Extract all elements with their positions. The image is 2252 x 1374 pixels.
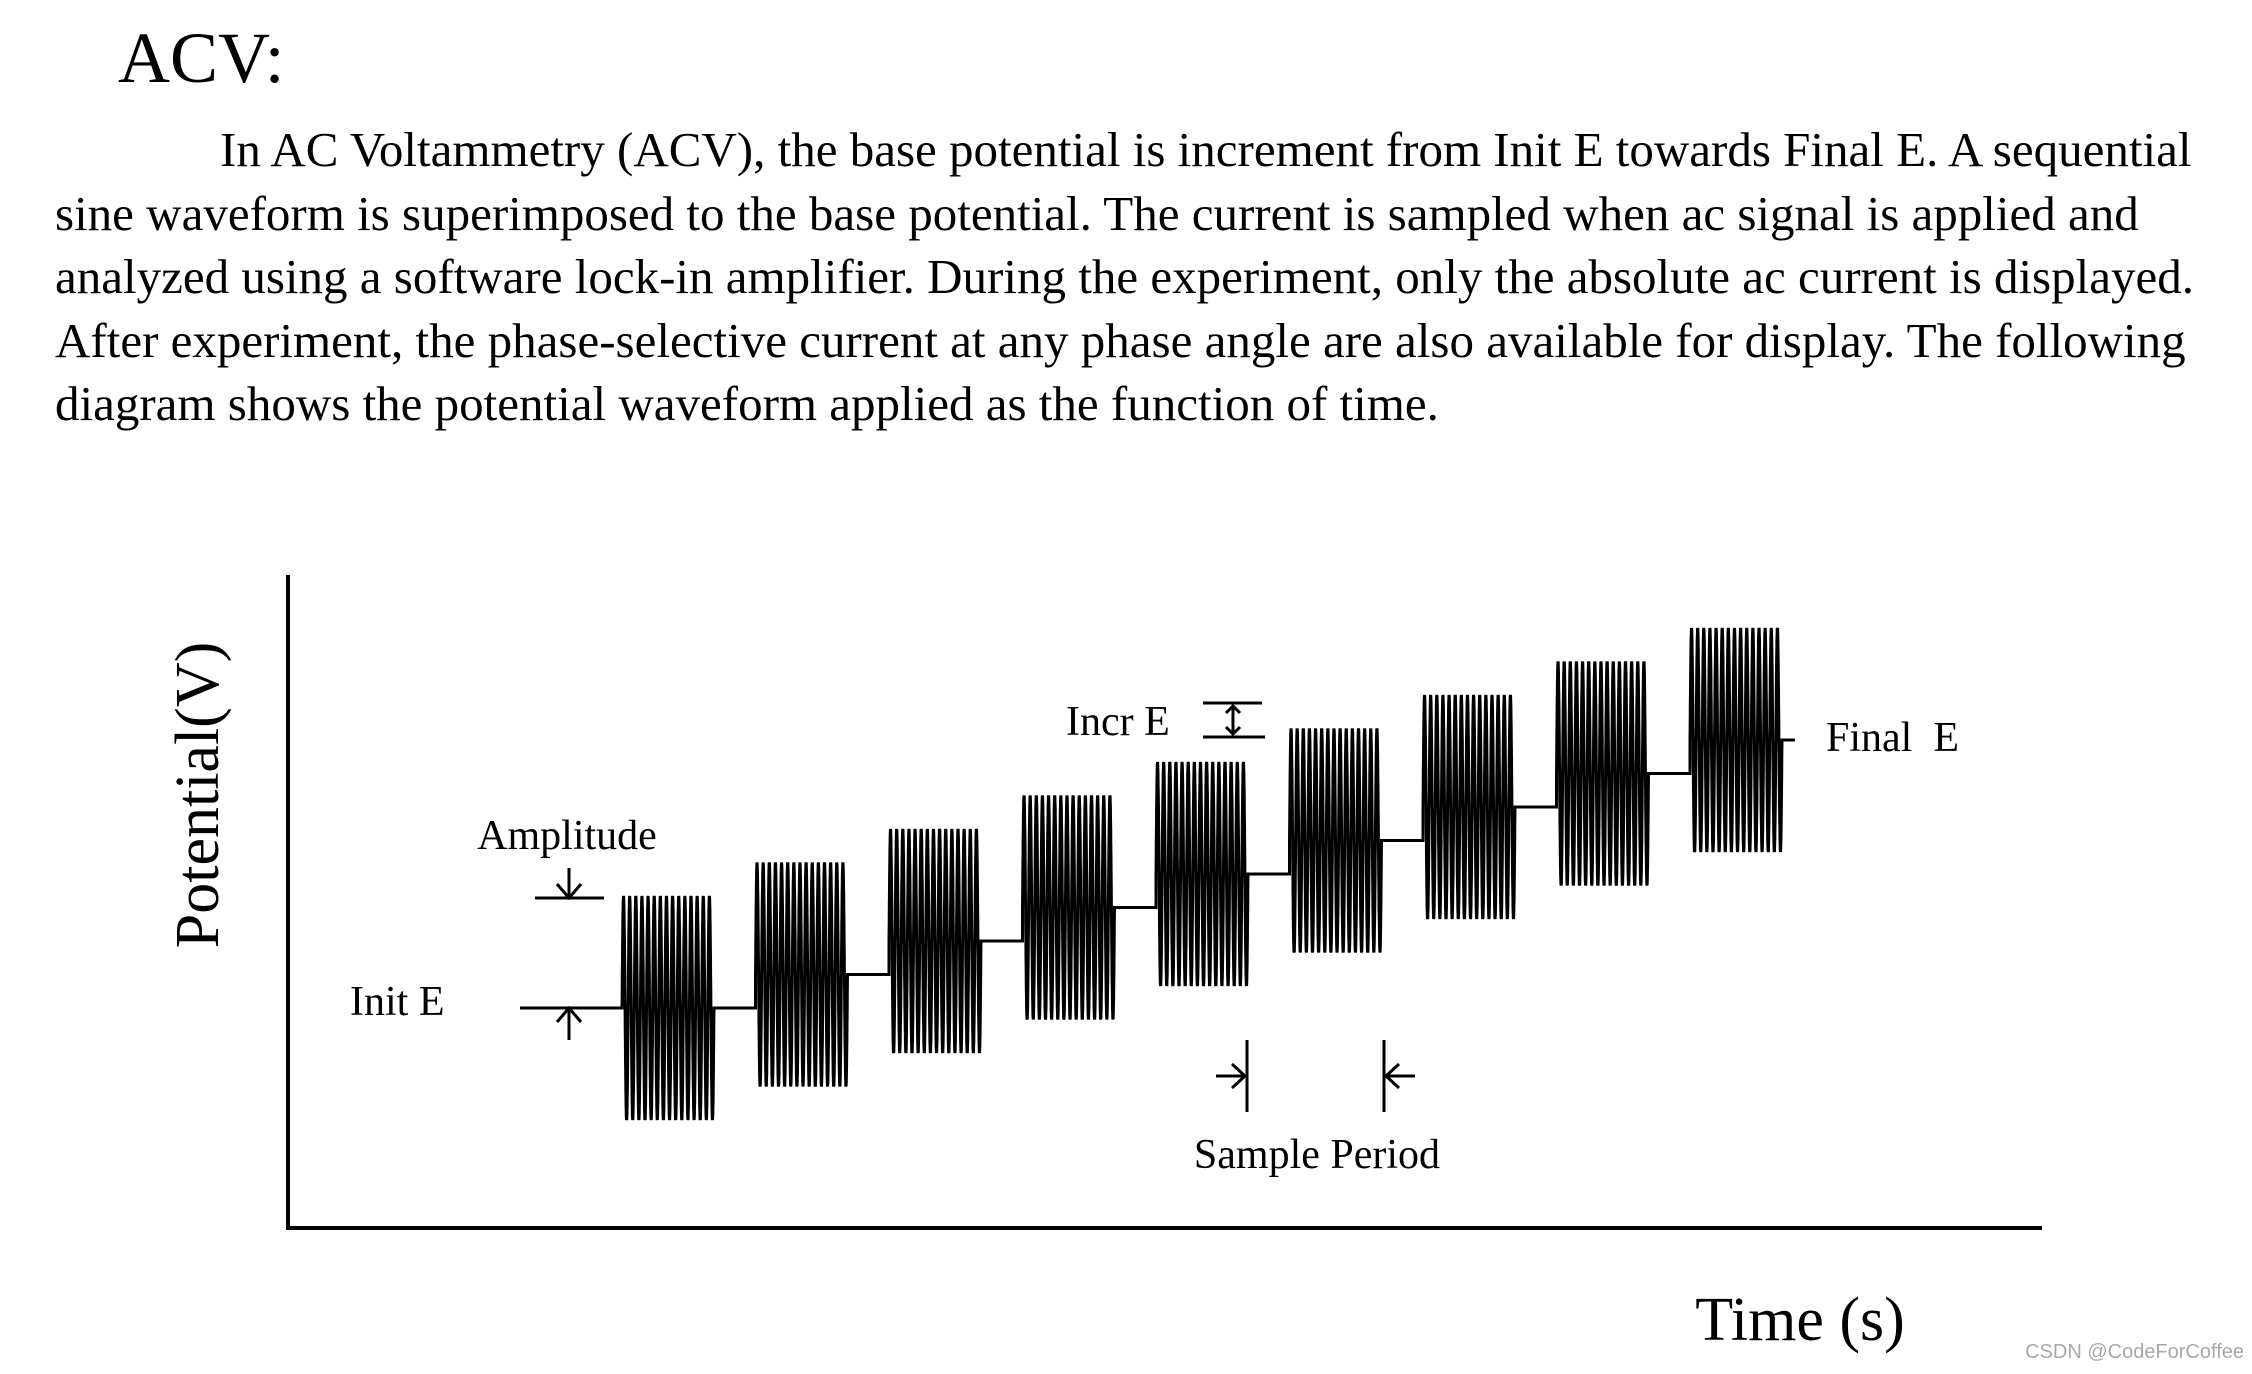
sample-period-label: Sample Period: [1194, 1132, 1440, 1178]
incr-e-arrow-icon: [1203, 701, 1265, 739]
init-e-label: Init E: [350, 979, 444, 1025]
final-e-label: Final E: [1826, 715, 1959, 761]
watermark: CSDN @CodeForCoffee: [2025, 1341, 2244, 1363]
incr-e-label: Incr E: [1066, 699, 1170, 745]
potential-waveform: [520, 627, 1795, 1121]
sample-period-arrows-icon: [1216, 1040, 1415, 1112]
waveform-path: [520, 627, 1795, 1121]
init-e-arrow-icon: [555, 1005, 605, 1040]
x-axis-label: Time (s): [1695, 1286, 1905, 1354]
amplitude-label: Amplitude: [477, 813, 657, 859]
heading: ACV:: [118, 18, 285, 98]
amplitude-arrow-icon: [535, 868, 604, 901]
description-paragraph: In AC Voltammetry (ACV), the base potent…: [55, 122, 2194, 431]
y-axis-label: Potential(V): [164, 642, 232, 949]
